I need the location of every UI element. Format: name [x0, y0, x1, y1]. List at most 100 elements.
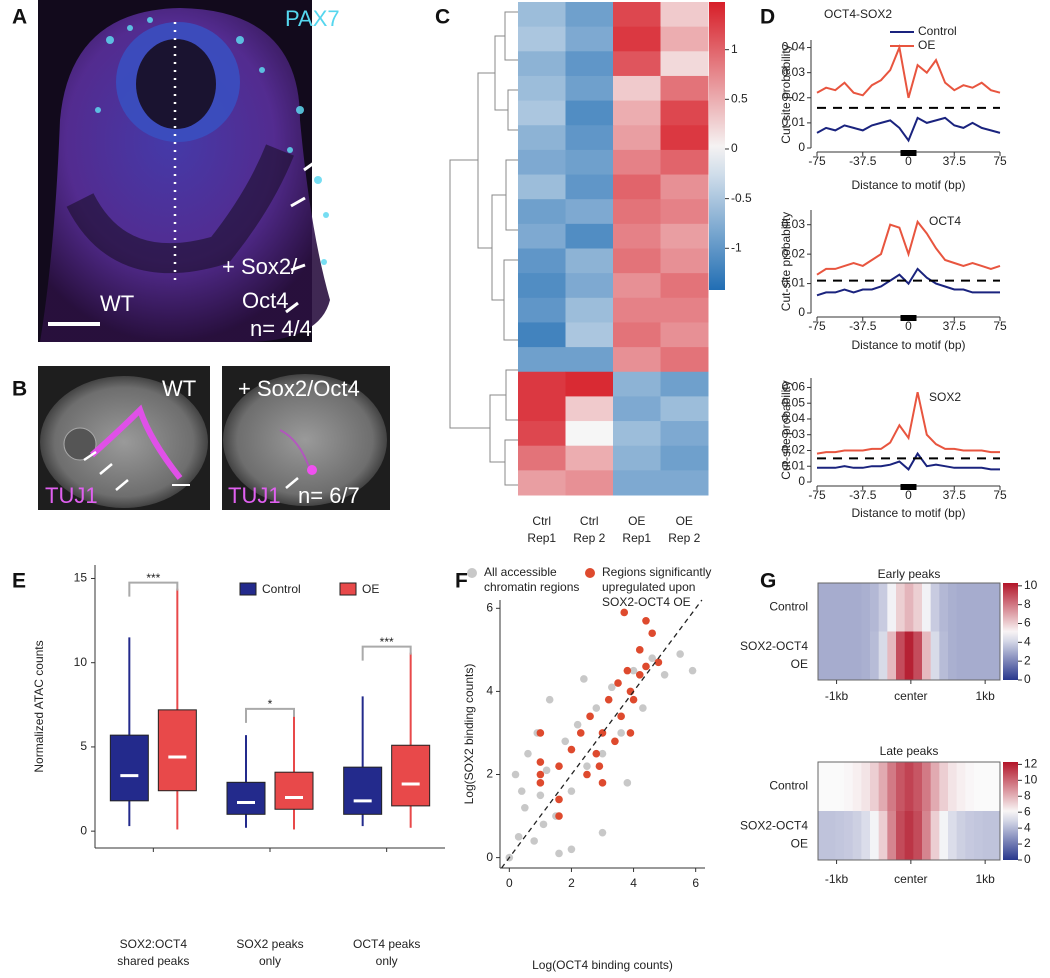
heatmap-cell [904, 811, 914, 860]
heatmap-cell [948, 631, 958, 680]
heatmap-cell [896, 811, 906, 860]
stain-label: TUJ1 [228, 483, 281, 508]
y-tick-label: 0.03 [782, 427, 806, 441]
box [226, 781, 266, 815]
stain-label: PAX7 [285, 6, 340, 31]
heatmap-cell [922, 811, 932, 860]
heatmap-cell [818, 762, 828, 811]
point [635, 670, 644, 679]
heatmap-cell [518, 297, 566, 323]
x-tick-label: only [376, 954, 398, 968]
x-tick-label: 4 [630, 876, 637, 890]
row-label: Control [769, 779, 808, 793]
heatmap-cell [974, 631, 984, 680]
heatmap-cell [565, 2, 614, 28]
colorbar-tick-label: 12 [1024, 757, 1038, 771]
heatmap-cell [518, 371, 566, 397]
x-tick-label: 1kb [975, 689, 995, 703]
x-tick-label: 37.5 [943, 154, 967, 168]
heatmap-cell [991, 583, 1001, 632]
y-tick-label: 0.06 [782, 380, 806, 394]
colorbar-tick-label: 4 [1024, 820, 1031, 834]
point [530, 837, 538, 845]
heatmap-cell [660, 371, 709, 397]
x-tick-label: 2 [568, 876, 575, 890]
heatmap-cell [518, 2, 566, 28]
heatmap-cell [939, 631, 949, 680]
heatmap-cell [565, 125, 614, 151]
heatmap-cell [660, 445, 709, 471]
x-tick-label: 0 [905, 154, 912, 168]
heatmap-cell [613, 100, 661, 126]
heatmap-cell [835, 811, 845, 860]
point [639, 704, 647, 712]
heatmap-cell [922, 762, 932, 811]
colorbar [709, 2, 725, 290]
heatmap-cell [613, 75, 661, 102]
condition-label: Oct4 [242, 288, 288, 313]
x-tick-label: center [894, 689, 927, 703]
y-tick-label: 0.04 [782, 40, 806, 54]
heatmap-cell [660, 223, 709, 249]
point [536, 779, 545, 787]
colorbar-tick-label: 10 [1024, 772, 1038, 786]
heatmap-cell [826, 631, 836, 680]
panel-label: E [12, 570, 26, 593]
heatmap-cell [861, 631, 871, 680]
x-tick-label: 1kb [975, 872, 995, 886]
y-axis-label: Normalized ATAC counts [32, 640, 46, 772]
point [536, 758, 545, 766]
panel-label: G [760, 570, 776, 593]
point [524, 749, 532, 758]
heatmap-cell [852, 811, 862, 860]
legend-label: Regions significantly [602, 565, 711, 579]
x-tick-label: shared peaks [117, 954, 189, 968]
x-axis-label: Distance to motif (bp) [851, 506, 965, 520]
heatmap-cell [660, 273, 709, 299]
heatmap-cell [613, 445, 661, 471]
heatmap-cell [565, 51, 614, 77]
heatmap-cell [518, 125, 566, 151]
x-tick-label: 75 [993, 488, 1007, 502]
point [635, 646, 644, 654]
heatmap-cell [852, 762, 862, 811]
heatmap-cell [660, 100, 709, 126]
heatmap-cell [518, 51, 566, 77]
condition-label: + Sox2/Oct4 [238, 376, 360, 401]
heatmap-cell [660, 470, 709, 496]
x-tick-label: -37.5 [849, 154, 877, 168]
heatmap-cell [974, 762, 984, 811]
heatmap-cell [565, 248, 614, 274]
heatmap-cell [613, 371, 661, 397]
heatmap-cell [844, 583, 854, 632]
point [623, 666, 632, 675]
diagonal [501, 599, 703, 869]
point [555, 795, 563, 804]
heatmap-cell [518, 322, 566, 348]
x-tick-label: 37.5 [943, 319, 967, 333]
heatmap-cell [518, 223, 566, 249]
point [539, 820, 548, 829]
condition-label: + Sox2/ [222, 254, 298, 279]
heatmap-cell [565, 273, 614, 299]
heatmap-cell [565, 199, 614, 225]
point [592, 749, 601, 758]
point [598, 779, 607, 787]
colorbar-tick-label: 4 [1024, 635, 1031, 649]
y-tick-label: 0 [798, 140, 805, 154]
heatmap-cell [660, 347, 709, 373]
point [598, 749, 607, 758]
heatmap-cell [904, 583, 914, 632]
y-tick-label: 2 [486, 767, 493, 781]
column-label: OE [628, 514, 645, 528]
legend-label: OE [362, 582, 379, 596]
point [676, 650, 684, 658]
point [555, 762, 563, 771]
heatmap-cell [613, 223, 661, 249]
heatmap-cell [974, 811, 984, 860]
panel-label: F [455, 570, 468, 593]
heatmap-cell [518, 174, 566, 200]
x-tick-label: center [894, 872, 927, 886]
heatmap-cell [861, 811, 871, 860]
y-axis-label: Cut-site probability [779, 380, 793, 479]
